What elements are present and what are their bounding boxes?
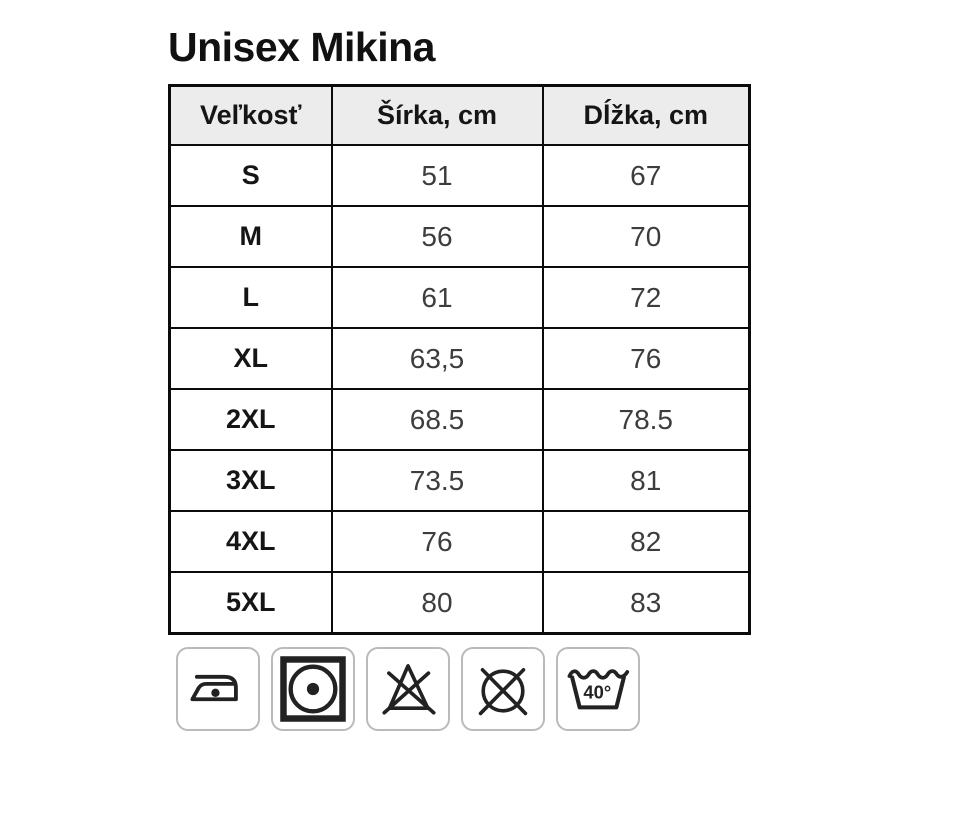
care-symbol	[366, 647, 450, 732]
care-symbol	[176, 647, 260, 732]
column-header-size: Veľkosť	[168, 84, 333, 147]
length-cell: 83	[541, 571, 751, 635]
length-cell: 78.5	[541, 388, 751, 452]
size-cell: M	[168, 205, 333, 269]
table-row: S 51 67	[168, 144, 751, 208]
size-cell: 4XL	[168, 510, 333, 574]
table-row: XL 63,5 76	[168, 327, 751, 391]
size-cell: XL	[168, 327, 333, 391]
tumble-dry-icon	[280, 656, 346, 722]
size-cell: S	[168, 144, 333, 208]
size-chart-table: Veľkosť Šírka, cm Dĺžka, cm S 51 67 M 56…	[168, 84, 751, 636]
width-cell: 61	[330, 266, 544, 330]
table-row: 4XL 76 82	[168, 510, 751, 574]
table-header-row: Veľkosť Šírka, cm Dĺžka, cm	[168, 84, 751, 147]
table-row: M 56 70	[168, 205, 751, 269]
width-cell: 51	[330, 144, 544, 208]
do-not-dry-clean-icon	[478, 668, 528, 716]
column-header-length: Dĺžka, cm	[541, 84, 751, 147]
size-cell: 2XL	[168, 388, 333, 452]
care-symbol	[271, 647, 355, 732]
size-cell: 3XL	[168, 449, 333, 513]
table-row: 3XL 73.5 81	[168, 449, 751, 513]
width-cell: 73.5	[330, 449, 544, 513]
width-cell: 63,5	[330, 327, 544, 391]
size-chart-page: Unisex Mikina Veľkosť Šírka, cm Dĺžka, c…	[168, 24, 751, 732]
care-symbol: 40°	[556, 647, 640, 732]
care-symbol	[461, 647, 545, 732]
length-cell: 67	[541, 144, 751, 208]
table-row: 2XL 68.5 78.5	[168, 388, 751, 452]
length-cell: 76	[541, 327, 751, 391]
width-cell: 76	[330, 510, 544, 574]
do-not-bleach-icon	[382, 664, 436, 715]
table-row: 5XL 80 83	[168, 571, 751, 635]
width-cell: 80	[330, 571, 544, 635]
column-header-width: Šírka, cm	[330, 84, 544, 147]
size-cell: 5XL	[168, 571, 333, 635]
length-cell: 72	[541, 266, 751, 330]
iron-dot	[211, 688, 220, 698]
wash-40-icon: 40°	[567, 669, 630, 710]
length-cell: 70	[541, 205, 751, 269]
size-cell: L	[168, 266, 333, 330]
page-title: Unisex Mikina	[168, 24, 435, 70]
length-cell: 81	[541, 449, 751, 513]
wash-temp-label: 40°	[583, 682, 611, 703]
length-cell: 82	[541, 510, 751, 574]
table-row: L 61 72	[168, 266, 751, 330]
care-symbols-row: 40°	[176, 647, 751, 732]
iron-icon	[190, 674, 238, 702]
width-cell: 68.5	[330, 388, 544, 452]
width-cell: 56	[330, 205, 544, 269]
